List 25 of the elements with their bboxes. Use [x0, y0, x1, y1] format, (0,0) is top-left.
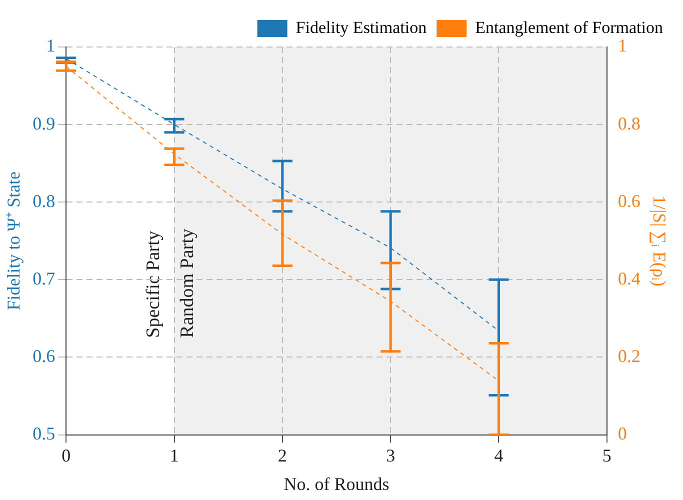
y-tick-label: 0.9	[32, 113, 56, 134]
y2-tick-label: 0.8	[618, 113, 640, 134]
x-tick-label: 1	[170, 445, 179, 466]
x-tick-label: 5	[602, 445, 612, 466]
y-tick-label: 0.5	[32, 424, 56, 444]
x-axis-title: No. of Rounds	[284, 474, 390, 494]
y-tick-label: 0.8	[32, 190, 56, 211]
legend-label: Fidelity Estimation	[296, 18, 428, 37]
y2-tick-label: 0	[618, 424, 627, 444]
y-axis-title: Fidelity to Ψ⁺ State	[4, 172, 24, 310]
y2-tick-label: 0.2	[618, 346, 640, 366]
y-tick-label: 1	[46, 36, 56, 56]
y-tick-label: 0.7	[32, 268, 56, 288]
y2-tick-label: 0.6	[618, 190, 640, 211]
x-tick-label: 0	[62, 445, 71, 466]
x-tick-label: 4	[494, 445, 504, 466]
y-tick-label: 0.6	[32, 346, 56, 366]
x-tick-label: 2	[278, 445, 287, 466]
y2-tick-label: 0.4	[618, 268, 640, 288]
legend-label: Entanglement of Formation	[475, 18, 664, 37]
y2-tick-label: 1	[618, 36, 627, 56]
x-tick-label: 3	[386, 445, 396, 466]
y2-axis-title: 1/|S| ∑ᵢ E(ρᵢ)	[649, 195, 670, 286]
annotation: Specific Party	[143, 230, 164, 338]
band-label: Random Party	[177, 228, 198, 338]
